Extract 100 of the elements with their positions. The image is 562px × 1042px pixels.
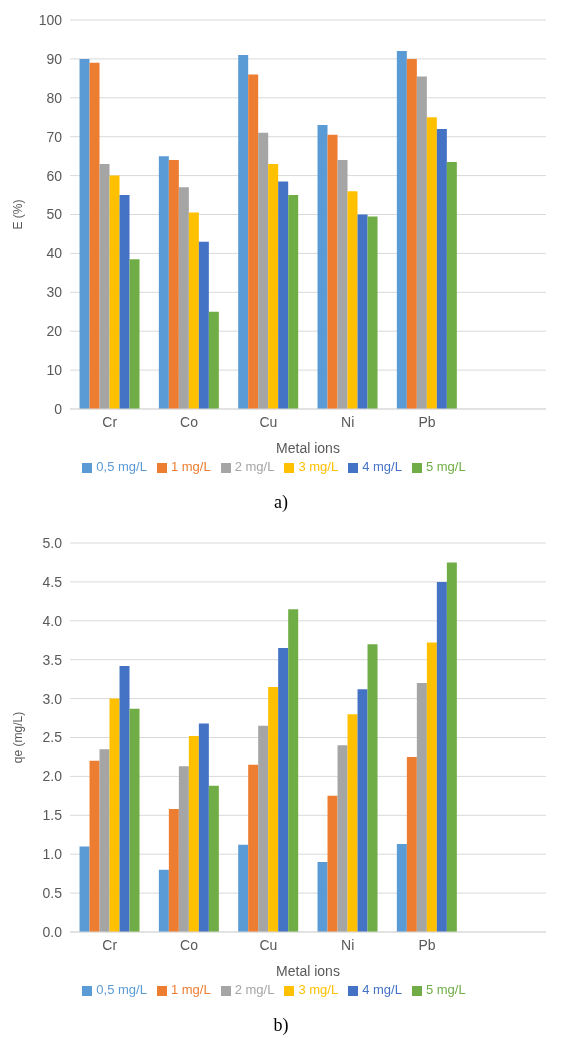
bar xyxy=(357,214,368,409)
bar xyxy=(158,869,169,932)
bar xyxy=(406,756,417,932)
bar xyxy=(119,665,130,932)
legend-label: 1 mg/L xyxy=(170,459,211,474)
bar xyxy=(99,163,110,409)
bar xyxy=(337,745,348,932)
bar xyxy=(238,844,249,932)
y-tick-label: 5.0 xyxy=(42,534,63,551)
bar xyxy=(416,683,427,932)
bar xyxy=(168,809,179,932)
bar xyxy=(79,58,90,409)
bar xyxy=(188,212,199,409)
bar xyxy=(396,844,407,932)
bar xyxy=(178,766,189,932)
bar xyxy=(436,128,447,409)
bar xyxy=(288,609,299,932)
legend-label: 5 mg/L xyxy=(425,459,466,474)
x-tick-label: Cr xyxy=(102,936,118,953)
bar xyxy=(347,191,358,409)
x-tick-label: Cu xyxy=(259,936,278,953)
bar xyxy=(347,714,358,932)
y-tick-label: 80 xyxy=(46,89,63,106)
y-tick-label: 1.5 xyxy=(42,807,63,824)
bar xyxy=(416,76,427,409)
bar xyxy=(248,764,259,932)
bar xyxy=(119,195,130,409)
bar xyxy=(99,749,110,932)
legend-label: 2 mg/L xyxy=(234,459,275,474)
bar xyxy=(198,723,209,932)
y-axis-title: qe (mg/L) xyxy=(11,711,26,764)
y-tick-label: 4.0 xyxy=(42,612,63,629)
y-tick-label: 3.5 xyxy=(42,651,63,668)
bar xyxy=(357,689,368,932)
bar xyxy=(288,195,299,409)
y-tick-label: 40 xyxy=(46,245,63,262)
x-tick-label: Ni xyxy=(341,936,355,953)
legend-label: 3 mg/L xyxy=(298,459,339,474)
legend-label: 4 mg/L xyxy=(362,459,402,474)
bar xyxy=(278,181,289,409)
bar xyxy=(129,708,140,932)
bar xyxy=(436,581,447,932)
x-tick-label: Pb xyxy=(418,413,436,430)
bar xyxy=(168,160,179,409)
bar xyxy=(129,259,140,409)
y-tick-label: 3.0 xyxy=(42,690,63,707)
bar xyxy=(327,134,338,409)
y-tick-label: 2.5 xyxy=(42,729,63,746)
bar xyxy=(426,642,437,932)
y-tick-label: 100 xyxy=(38,11,63,28)
bar xyxy=(198,241,209,409)
bar xyxy=(446,161,457,409)
y-tick-label: 2.0 xyxy=(42,768,63,785)
bar xyxy=(178,187,189,409)
x-axis-title: Metal ions xyxy=(276,440,340,456)
bar xyxy=(89,760,100,932)
bar xyxy=(317,125,328,409)
y-tick-label: 30 xyxy=(46,284,63,301)
bar xyxy=(327,795,338,932)
bar xyxy=(258,725,269,932)
bar xyxy=(109,698,120,932)
y-tick-label: 90 xyxy=(46,50,63,67)
bar xyxy=(406,58,417,409)
bar xyxy=(238,55,249,409)
x-tick-label: Co xyxy=(180,936,199,953)
y-tick-label: 70 xyxy=(46,128,63,145)
x-tick-label: Ni xyxy=(341,413,355,430)
text: b) xyxy=(272,1015,290,1036)
bar xyxy=(446,562,457,932)
y-tick-label: 1.0 xyxy=(42,846,63,863)
y-tick-label: 20 xyxy=(46,323,63,340)
y-tick-label: 10 xyxy=(46,362,63,379)
bar xyxy=(208,311,219,409)
legend-label: 4 mg/L xyxy=(362,982,402,997)
x-axis-title: Metal ions xyxy=(276,963,340,979)
x-tick-label: Pb xyxy=(418,936,436,953)
legend-label: 0,5 mg/L xyxy=(96,982,147,997)
y-tick-label: 0.0 xyxy=(42,923,63,940)
legend-label: 0,5 mg/L xyxy=(96,459,147,474)
bar xyxy=(89,62,100,409)
bar xyxy=(268,163,279,409)
x-tick-label: Co xyxy=(180,413,199,430)
bar xyxy=(268,686,279,932)
bar xyxy=(337,160,348,409)
bar xyxy=(188,735,199,932)
bar xyxy=(109,175,120,409)
y-tick-label: 60 xyxy=(46,167,63,184)
y-tick-label: 50 xyxy=(46,206,63,223)
bar xyxy=(208,785,219,932)
legend-label: 5 mg/L xyxy=(425,982,466,997)
bar xyxy=(79,846,90,932)
x-tick-label: Cr xyxy=(102,413,118,430)
bar xyxy=(248,74,259,409)
bar xyxy=(278,648,289,932)
bar xyxy=(396,51,407,409)
bar xyxy=(317,861,328,932)
text: a) xyxy=(273,492,289,513)
legend-label: 1 mg/L xyxy=(170,982,211,997)
bar xyxy=(158,156,169,409)
y-tick-label: 0 xyxy=(54,400,63,417)
